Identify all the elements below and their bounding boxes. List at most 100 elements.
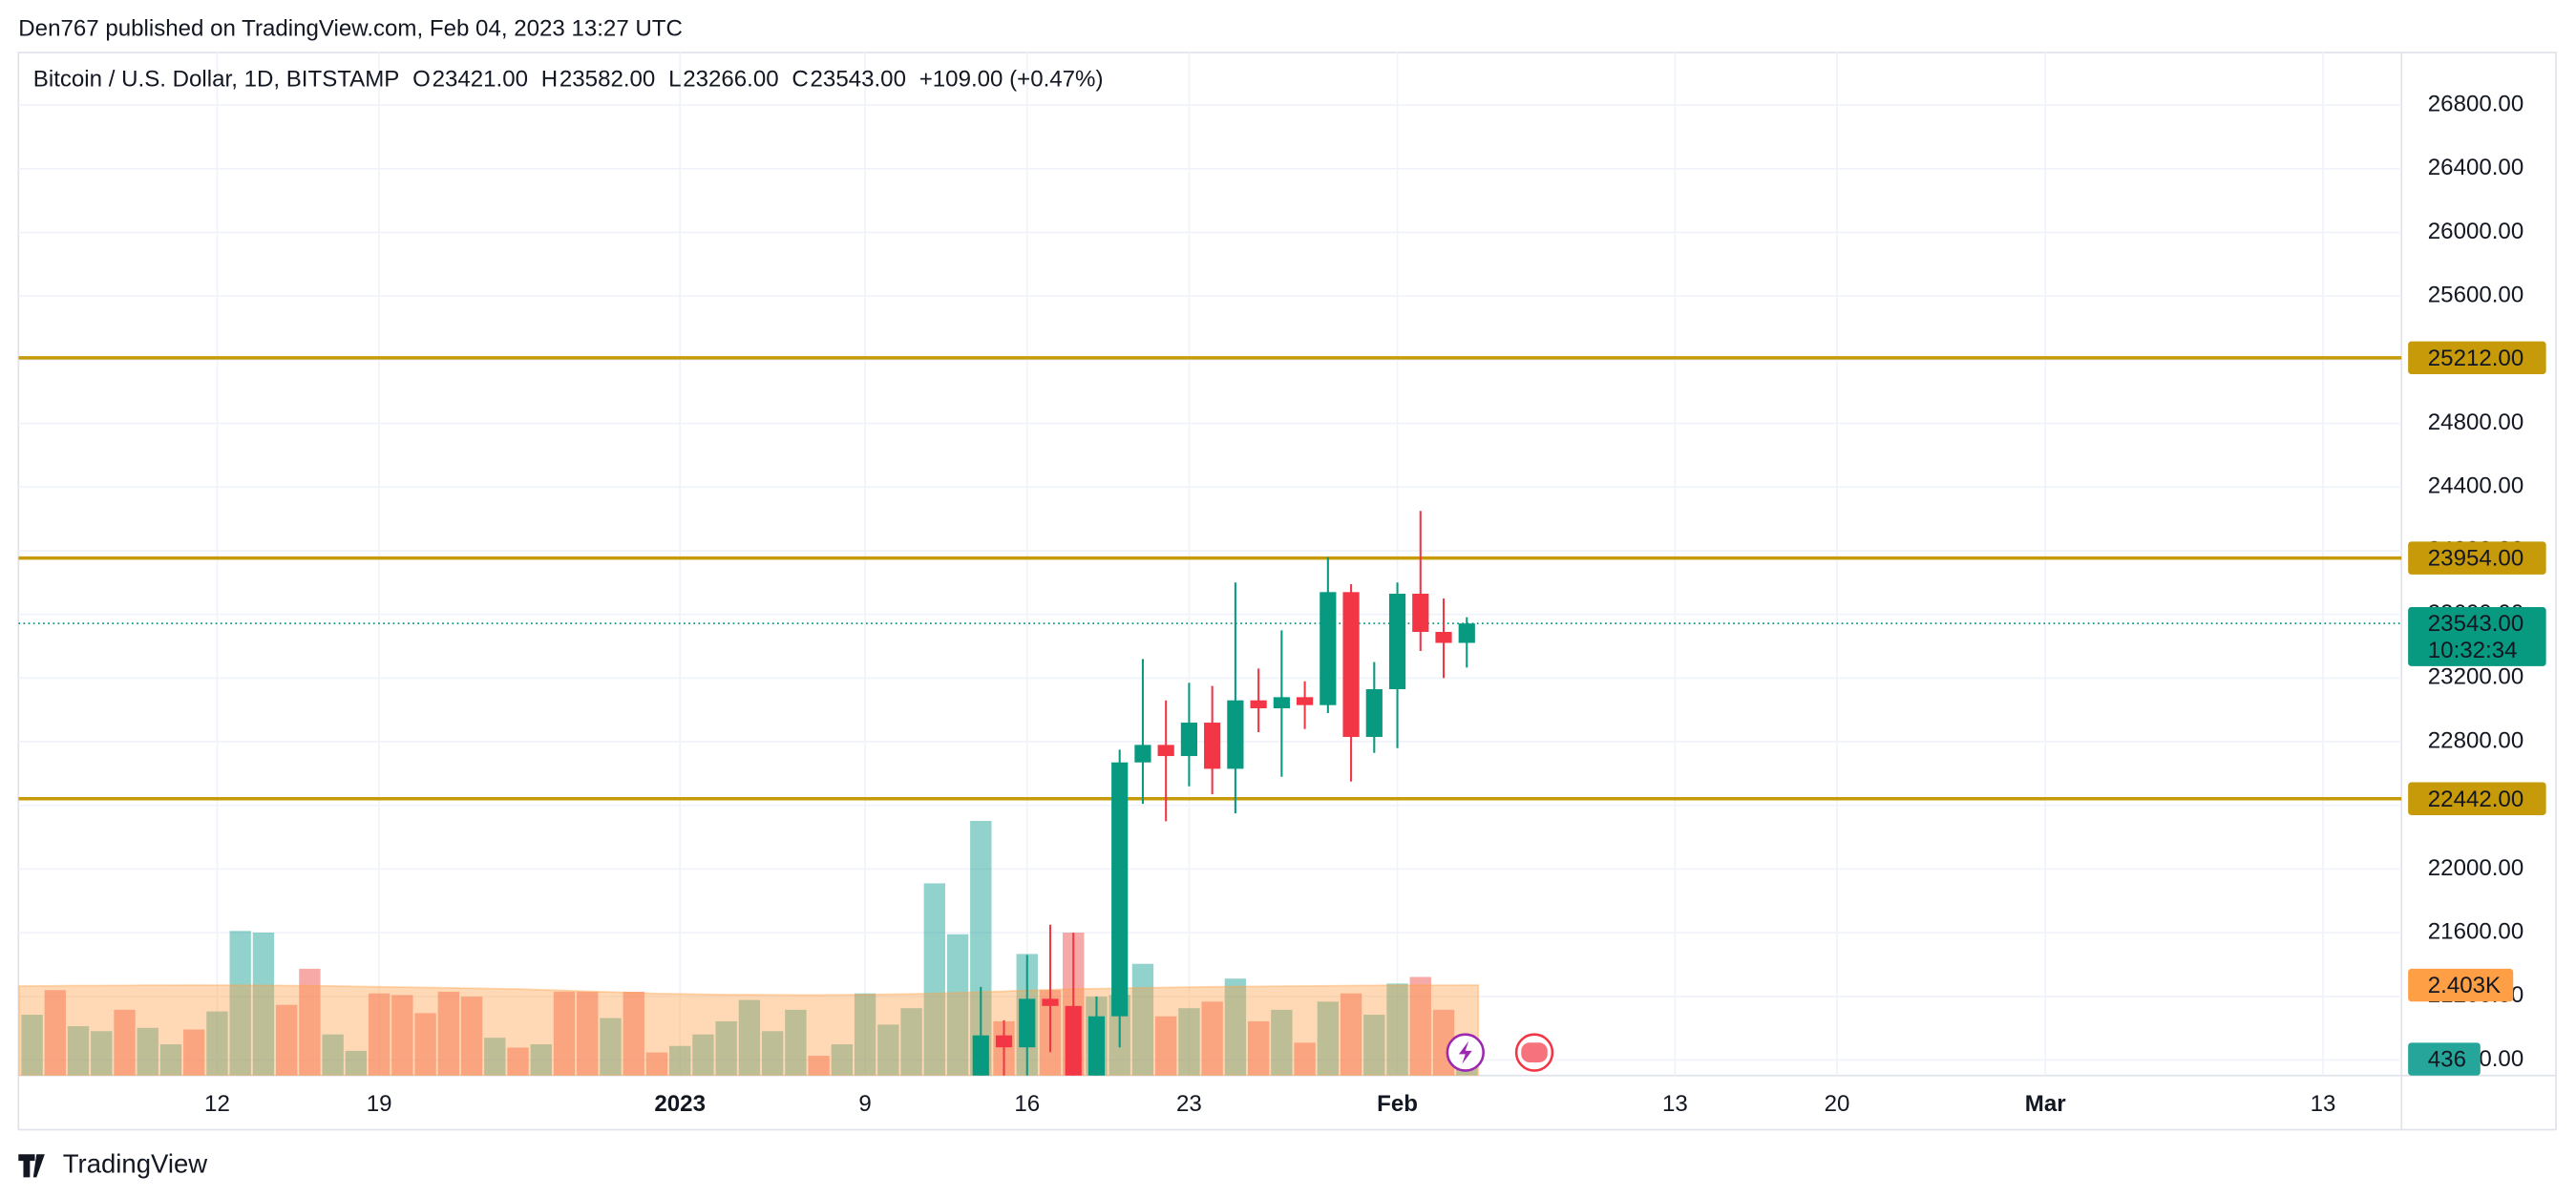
volume-ma-area [18, 984, 1480, 1076]
volume-bar [1340, 993, 1362, 1076]
x-tick-label: 23 [1176, 1091, 1202, 1117]
header: Den767 published on TradingView.com, Feb… [18, 15, 683, 41]
volume-bar [1224, 978, 1247, 1076]
volume-label-box [2408, 1042, 2481, 1076]
legend-change: +109.00 (+0.47%) [919, 67, 1104, 93]
volume-bar [159, 1044, 182, 1076]
axes: 26800.0026400.0026000.0025600.0025200.00… [204, 91, 2546, 1117]
x-tick-label: 2023 [654, 1091, 706, 1117]
volume-bar [923, 883, 945, 1076]
legend: Bitcoin / U.S. Dollar, 1D, BITSTAMP O 234… [33, 67, 1104, 93]
candle-body [1134, 745, 1151, 763]
volume-bar [252, 933, 275, 1076]
level-label: 22442.00 [2428, 787, 2523, 812]
candle-body [1157, 745, 1174, 757]
volume-bar [645, 1052, 668, 1076]
level-label-box [2408, 341, 2546, 375]
y-tick-label: 26800.00 [2428, 91, 2523, 116]
candle-body [995, 1035, 1013, 1048]
level-label: 23954.00 [2428, 546, 2523, 572]
volume-bar [368, 993, 391, 1076]
x-tick-label: Feb [1377, 1091, 1418, 1117]
volume-bar [437, 991, 460, 1076]
volume-bar [692, 1034, 714, 1076]
flag-glyph [1521, 1042, 1548, 1062]
candle-body [1019, 998, 1036, 1048]
volume-bar [275, 1004, 298, 1076]
volume-bar [1386, 983, 1408, 1076]
brand: TradingView [63, 1149, 208, 1179]
candle-body [1065, 1005, 1082, 1076]
x-tick-label: 20 [1825, 1091, 1850, 1117]
legend-value: 23421.00 [433, 67, 528, 93]
x-tick-label: 13 [2311, 1091, 2336, 1117]
volume-label: 436 [2428, 1047, 2466, 1073]
candle-body [1365, 689, 1383, 738]
volume-bar [1317, 1001, 1340, 1076]
volume-bar [715, 1020, 737, 1076]
x-tick-label: 16 [1014, 1091, 1040, 1117]
volume-bar [577, 991, 599, 1076]
candle-body [1180, 723, 1198, 757]
volume-bar [1247, 1020, 1270, 1076]
symbol: Bitcoin / U.S. Dollar, 1D, BITSTAMP [33, 67, 400, 93]
volume-bar [114, 1009, 136, 1076]
y-tick-label: 24800.00 [2428, 410, 2523, 435]
level-label-box [2408, 782, 2546, 815]
volume-bar [91, 1031, 113, 1076]
volume-bar [669, 1045, 691, 1076]
volume-bar [229, 931, 251, 1076]
y-tick-label: 22800.00 [2428, 727, 2523, 753]
x-tick-label: 12 [204, 1091, 230, 1117]
volume-bar [623, 991, 644, 1076]
volume-bar [206, 1011, 228, 1076]
volume-bar [1178, 1008, 1200, 1076]
candle-body [1412, 593, 1429, 632]
volume-bar [877, 1024, 899, 1076]
volume-bar [391, 995, 413, 1076]
volume-bar [600, 1018, 622, 1076]
x-tick-label: 19 [367, 1091, 392, 1117]
event-icon-glyph [1458, 1040, 1472, 1064]
volume-bar [1271, 1009, 1293, 1076]
volume-bar [1131, 963, 1154, 1076]
volume-bar [414, 1013, 436, 1076]
legend-key: H [541, 67, 558, 93]
y-tick-label: 23200.00 [2428, 664, 2523, 690]
x-tick-label: 13 [1662, 1091, 1688, 1117]
level-label: 25212.00 [2428, 346, 2523, 371]
volume-bar [1294, 1042, 1316, 1076]
y-tick-label: 26400.00 [2428, 155, 2523, 180]
candle-body [1204, 723, 1221, 769]
volume-bar [484, 1038, 506, 1076]
volume-bar [808, 1056, 830, 1076]
candle-body [1388, 593, 1406, 690]
candle-body [1111, 762, 1129, 1017]
candle-body [1342, 592, 1360, 738]
legend-key: C [792, 67, 808, 93]
y-tick-label: 22000.00 [2428, 855, 2523, 881]
candle-body [1273, 697, 1290, 709]
volume-bar [21, 1015, 43, 1076]
y-tick-label: 21600.00 [2428, 918, 2523, 944]
volume-bar [854, 993, 876, 1076]
legend-value: 23266.00 [683, 67, 778, 93]
volume-bar [460, 997, 483, 1076]
candle-body [1435, 631, 1452, 643]
volume-bar [946, 934, 969, 1076]
price-pane [18, 356, 2402, 1076]
legend-key: O [412, 67, 431, 93]
volume-bar [785, 1009, 807, 1076]
volume-bar [137, 1027, 158, 1076]
volume-bar [44, 990, 66, 1076]
y-tick-label: 25600.00 [2428, 283, 2523, 308]
volume-bar [507, 1047, 529, 1076]
volume-bar [345, 1050, 368, 1076]
candle-body [1320, 592, 1337, 705]
volume-ma-label-box [2408, 968, 2514, 1002]
y-tick-label: 24400.00 [2428, 473, 2523, 499]
candle-body [1458, 623, 1475, 643]
